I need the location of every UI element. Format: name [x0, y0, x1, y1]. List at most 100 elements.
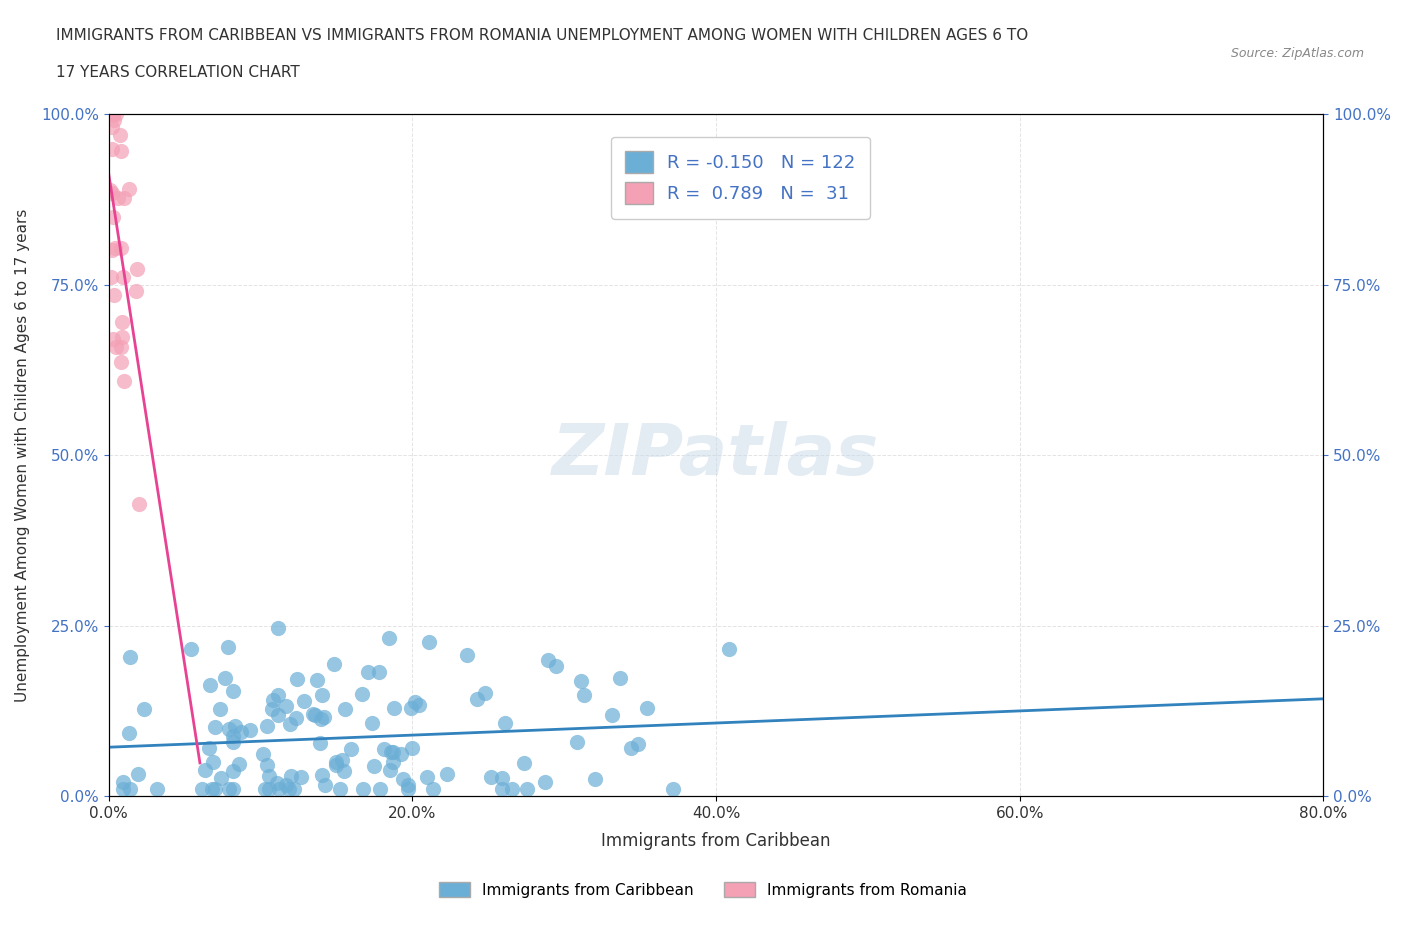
Point — [100, 270, 122, 285]
Point — [190, 782, 212, 797]
Point — [718, 642, 741, 657]
Point — [544, 658, 567, 673]
Point — [382, 700, 405, 715]
Point — [221, 735, 243, 750]
Point — [323, 657, 346, 671]
Point — [214, 671, 236, 685]
Point — [204, 781, 226, 796]
Point — [408, 698, 430, 712]
Point — [360, 715, 382, 730]
Point — [110, 339, 132, 354]
Point — [253, 782, 276, 797]
Point — [367, 664, 389, 679]
Point — [565, 735, 588, 750]
Point — [391, 771, 413, 786]
Point — [307, 672, 329, 687]
Point — [266, 775, 288, 790]
Point — [112, 374, 135, 389]
Point — [363, 759, 385, 774]
Point — [352, 782, 374, 797]
Point — [222, 764, 245, 778]
Point — [127, 261, 149, 276]
Point — [217, 640, 239, 655]
Point — [325, 758, 347, 773]
Point — [381, 754, 404, 769]
Point — [368, 782, 391, 797]
Point — [101, 210, 124, 225]
Point — [636, 701, 658, 716]
Point — [239, 723, 262, 737]
Point — [101, 120, 124, 135]
Point — [382, 744, 405, 759]
Point — [465, 692, 488, 707]
Point — [267, 708, 290, 723]
Point — [404, 695, 426, 710]
Point — [583, 772, 606, 787]
Point — [422, 782, 444, 797]
Point — [134, 701, 156, 716]
Point — [110, 143, 132, 158]
Point — [474, 686, 496, 701]
Point — [378, 631, 401, 645]
Point — [224, 719, 246, 734]
Legend: Immigrants from Caribbean, Immigrants from Romania: Immigrants from Caribbean, Immigrants fr… — [433, 875, 973, 904]
Point — [262, 692, 284, 707]
Point — [302, 707, 325, 722]
Point — [111, 314, 134, 329]
Point — [600, 708, 623, 723]
Point — [98, 182, 121, 197]
Point — [513, 756, 536, 771]
Point — [252, 747, 274, 762]
Point — [256, 758, 278, 773]
Point — [380, 744, 402, 759]
Point — [107, 191, 129, 206]
Point — [125, 284, 148, 299]
Point — [118, 782, 141, 797]
Point — [112, 782, 135, 797]
Point — [396, 777, 419, 792]
Point — [340, 742, 363, 757]
Point — [231, 724, 253, 739]
Point — [146, 782, 169, 797]
Point — [609, 671, 631, 685]
Point — [335, 701, 357, 716]
Point — [108, 127, 131, 142]
Point — [662, 782, 685, 797]
Point — [257, 768, 280, 783]
Point — [285, 671, 308, 686]
Point — [228, 757, 250, 772]
Point — [276, 698, 298, 713]
Point — [501, 782, 523, 797]
Point — [292, 694, 315, 709]
Point — [111, 329, 134, 344]
Point — [401, 700, 423, 715]
Point — [204, 720, 226, 735]
Point — [110, 354, 132, 369]
Point — [380, 763, 402, 777]
Point — [283, 782, 305, 797]
Point — [626, 736, 648, 751]
Point — [104, 107, 127, 122]
Point — [127, 766, 149, 781]
Point — [209, 770, 232, 785]
Point — [274, 777, 297, 792]
Point — [416, 769, 439, 784]
Point — [256, 718, 278, 733]
Point — [534, 775, 557, 790]
Point — [389, 747, 412, 762]
Point — [100, 186, 122, 201]
Point — [516, 782, 538, 797]
Point — [118, 650, 141, 665]
X-axis label: Immigrants from Caribbean: Immigrants from Caribbean — [602, 832, 831, 850]
Point — [103, 113, 125, 127]
Point — [112, 269, 135, 284]
Point — [267, 620, 290, 635]
Point — [117, 181, 139, 196]
Point — [200, 677, 222, 692]
Point — [304, 707, 326, 722]
Point — [491, 770, 513, 785]
Point — [105, 339, 128, 354]
Point — [350, 686, 373, 701]
Point — [100, 141, 122, 156]
Text: 17 YEARS CORRELATION CHART: 17 YEARS CORRELATION CHART — [56, 65, 299, 80]
